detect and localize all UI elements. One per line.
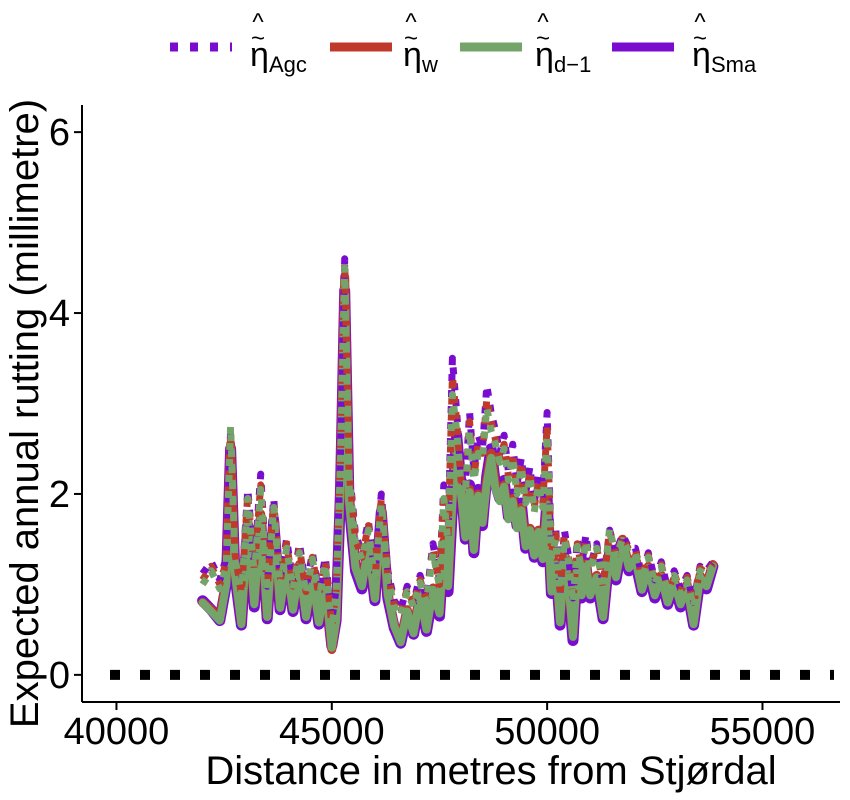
series-line-agc [199,255,716,625]
x-tick-label-55000: 55000 [710,711,816,753]
legend-tilde-d-1: ~ [536,25,550,52]
legend-hat-d-1: ^ [537,9,549,36]
legend-hat-sma: ^ [694,9,706,36]
series-line-w-dotted [199,259,716,629]
y-axis-title: Expected annual rutting (millimetre) [3,99,47,728]
y-ticks: 0 2 4 6 [49,112,82,697]
y-tick-label-0: 0 [49,655,70,697]
legend-hat-agc: ^ [252,9,264,36]
legend: ^~η Agc^~η w^~η d−1^~η Sma [170,9,757,77]
legend-entry-agc: ^~η Agc [170,9,307,77]
legend-symbol-d-1: η [535,36,554,74]
x-tick-label-50000: 50000 [494,711,600,753]
plot-area [110,255,834,680]
x-tick-label-40000: 40000 [64,711,170,753]
legend-tilde-sma: ~ [693,25,707,52]
legend-hat-w: ^ [405,9,417,36]
legend-symbol-sma: η [692,36,711,74]
axes: 40000 45000 50000 55000 0 2 4 6 [49,105,840,753]
y-tick-label-2: 2 [49,474,70,516]
legend-entry-d-1: ^~η d−1 [460,9,591,77]
legend-entry-w: ^~η w [330,9,438,77]
legend-entry-sma: ^~η Sma [612,9,757,77]
series-line-d-1-dotted [199,264,716,632]
legend-subscript-agc: Agc [269,52,307,77]
x-tick-label-45000: 45000 [279,711,385,753]
legend-symbol-agc: η [250,36,269,74]
x-axis-title: Distance in metres from Stjørdal [205,749,776,793]
legend-subscript-w: w [421,52,438,77]
x-ticks: 40000 45000 50000 55000 [64,702,816,753]
legend-subscript-sma: Sma [711,52,757,77]
y-tick-label-6: 6 [49,112,70,154]
legend-symbol-w: η [403,36,422,74]
legend-tilde-agc: ~ [251,25,265,52]
legend-tilde-w: ~ [404,25,418,52]
legend-subscript-d-1: d−1 [554,52,591,77]
y-tick-label-4: 4 [49,293,70,335]
